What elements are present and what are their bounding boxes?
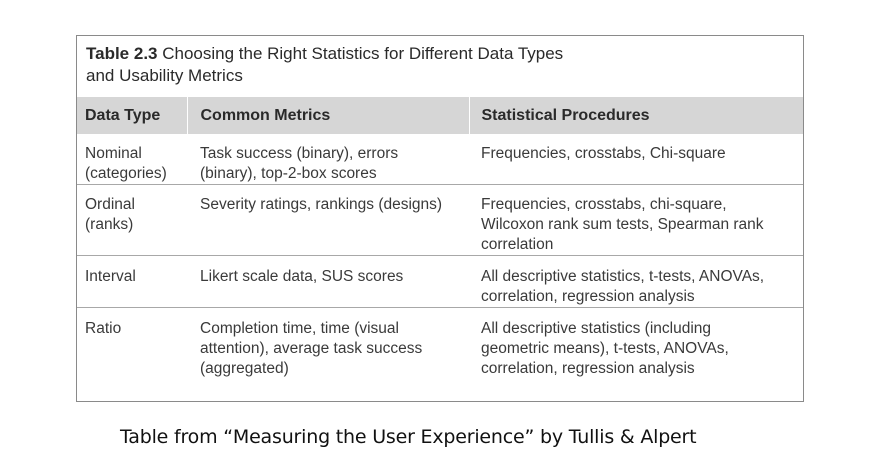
header-statistical-procedures: Statistical Procedures — [468, 97, 803, 134]
cell-metrics: Severity ratings, rankings (designs) — [200, 196, 443, 213]
header-data-type: Data Type — [85, 106, 161, 124]
cell-metrics: Completion time, time (visual attention)… — [200, 320, 423, 377]
table-row-interval: Interval Likert scale data, SUS scores A… — [77, 256, 803, 308]
table-row-nominal: Nominal (categories) Task success (binar… — [77, 134, 803, 185]
cell-procedures: All descriptive statistics (including ge… — [481, 320, 729, 377]
cell-data-type: Ordinal (ranks) — [85, 196, 135, 233]
cell-metrics: Task success (binary), errors (binary), … — [200, 145, 399, 182]
table-header-row: Data Type Common Metrics Statistical Pro… — [77, 97, 803, 134]
table-caption: Table 2.3 Choosing the Right Statistics … — [77, 36, 803, 97]
cell-procedures: All descriptive statistics, t-tests, ANO… — [481, 268, 765, 305]
header-common-metrics: Common Metrics — [186, 97, 469, 134]
table-row-ratio: Ratio Completion time, time (visual atte… — [77, 308, 803, 380]
cell-metrics: Likert scale data, SUS scores — [200, 268, 404, 285]
cell-data-type: Nominal (categories) — [85, 145, 167, 182]
statistics-table: Data Type Common Metrics Statistical Pro… — [77, 97, 803, 379]
table-caption-text: Choosing the Right Statistics for Differ… — [157, 44, 564, 63]
cell-procedures: Frequencies, crosstabs, chi-square, Wilc… — [481, 196, 764, 253]
table-row-ordinal: Ordinal (ranks) Severity ratings, rankin… — [77, 185, 803, 256]
cell-procedures: Frequencies, crosstabs, Chi-square — [481, 145, 726, 162]
cell-data-type: Ratio — [85, 320, 122, 337]
source-credit: Table from “Measuring the User Experienc… — [120, 426, 697, 448]
cell-data-type: Interval — [85, 268, 136, 285]
statistics-table-figure: Table 2.3 Choosing the Right Statistics … — [76, 35, 804, 402]
table-caption-label: Table 2.3 — [86, 44, 158, 63]
table-caption-text-line2: and Usability Metrics — [86, 66, 243, 85]
